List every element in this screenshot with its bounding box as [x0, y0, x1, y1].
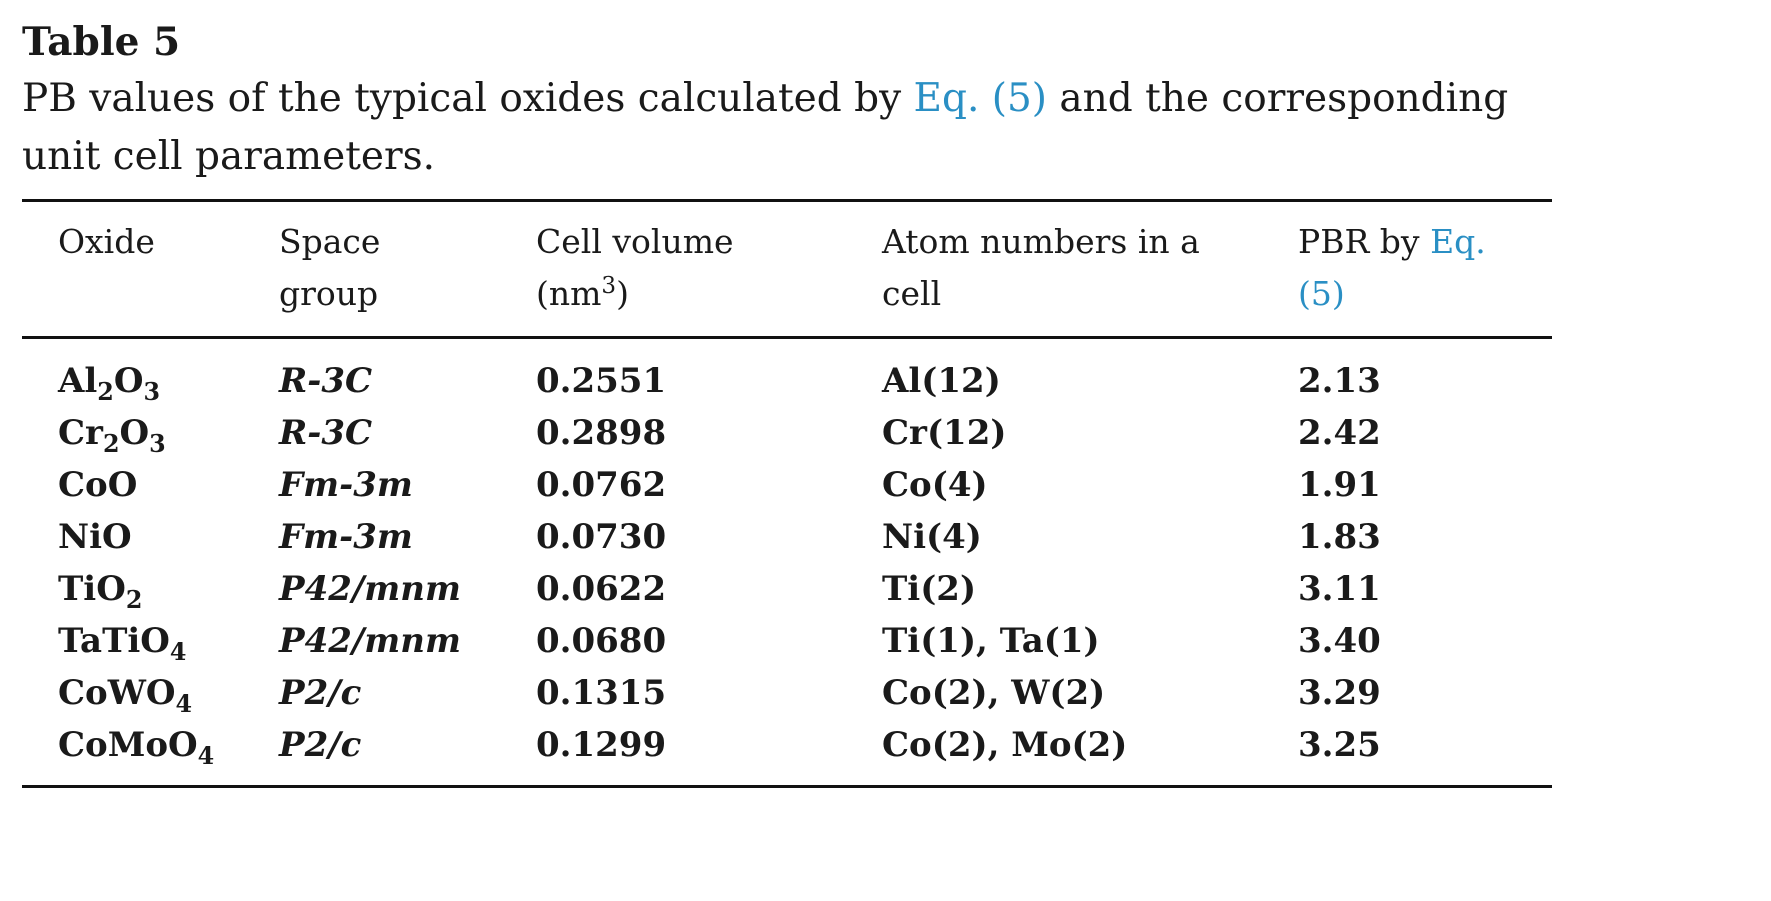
formula-subscript: 3 [149, 429, 166, 458]
formula-part: TiO [58, 569, 126, 609]
table-row: CoMoO4 P2/c 0.1299 Co(2), Mo(2) 3.25 [22, 719, 1552, 787]
formula-part: NiO [58, 517, 132, 557]
formula-part: CoMoO [58, 725, 198, 765]
cell-atom-numbers: Ni(4) [882, 517, 982, 557]
table-row: CoWO4 P2/c 0.1315 Co(2), W(2) 3.29 [22, 667, 1552, 719]
table-body: Al2O3 R-3C 0.2551 Al(12) 2.13 Cr2O3 R-3C 0.2898… [22, 338, 1552, 787]
formula-subscript: 4 [169, 637, 187, 666]
cell-atom-numbers: Co(4) [882, 465, 988, 505]
table-row: Cr2O3 R-3C 0.2898 Cr(12) 2.42 [22, 407, 1552, 459]
header-space-group-text: Space group [279, 222, 381, 313]
table-row: TaTiO4 P42/mnm 0.0680 Ti(1), Ta(1) 3.40 [22, 615, 1552, 667]
cell-atom-numbers: Cr(12) [882, 413, 1007, 453]
header-oxide: Oxide [58, 222, 155, 261]
formula-subscript: 2 [125, 585, 143, 614]
table-row: TiO2 P42/mnm 0.0622 Ti(2) 3.11 [22, 563, 1552, 615]
header-pbr-link[interactable]: Eq. (5) [1298, 222, 1486, 313]
cell-atom-numbers: Ti(1), Ta(1) [882, 621, 1100, 661]
cell-oxide: CoMoO4 [22, 719, 279, 787]
formula-subscript: 4 [175, 689, 193, 718]
cell-atom-numbers: Co(2), W(2) [882, 673, 1106, 713]
header-pbr-text: PBR by [1298, 222, 1431, 261]
cell-oxide: Cr2O3 [22, 407, 279, 459]
cell-volume: 0.0762 [536, 465, 667, 505]
header-cell-volume-text: Cell volume (nm [536, 222, 734, 313]
formula-part: Cr [58, 413, 103, 453]
header-cell-volume-sup: 3 [601, 273, 617, 299]
header-cell-volume-close: ) [616, 274, 629, 313]
cell-volume: 0.0680 [536, 621, 667, 661]
equation-link[interactable]: Eq. (5) [913, 76, 1047, 121]
cell-oxide: Al2O3 [22, 338, 279, 408]
header-atom-numbers-text: Atom numbers in a cell [882, 222, 1200, 313]
cell-oxide: TaTiO4 [22, 615, 279, 667]
cell-oxide: CoWO4 [22, 667, 279, 719]
cell-pbr: 3.11 [1298, 569, 1381, 609]
cell-atom-numbers: Al(12) [882, 361, 1001, 401]
cell-oxide: CoO [22, 459, 279, 511]
formula-subscript: 2 [102, 429, 120, 458]
data-table: Oxide Space group Cell volume (nm3) Atom… [22, 199, 1552, 788]
cell-pbr: 2.42 [1298, 413, 1381, 453]
caption-text-end: and the corresponding unit cell paramete… [22, 76, 1509, 179]
formula-part: O [113, 361, 144, 401]
cell-pbr: 3.25 [1298, 725, 1381, 765]
header-space-group: Space group [279, 201, 536, 338]
cell-pbr: 3.40 [1298, 621, 1381, 661]
header-row: Oxide Space group Cell volume (nm3) Atom… [22, 200, 1552, 338]
cell-atom-numbers: Co(2), Mo(2) [882, 725, 1128, 765]
table-row: NiO Fm-3m 0.0730 Ni(4) 1.83 [22, 511, 1552, 563]
formula-part: Al [58, 361, 98, 401]
cell-pbr: 1.91 [1298, 465, 1381, 505]
cell-oxide: NiO [22, 511, 279, 563]
header-atom-numbers: Atom numbers in a cell [882, 201, 1298, 338]
table-label: Table 5 [22, 19, 181, 65]
cell-space-group: P42/mnm [279, 621, 461, 661]
cell-space-group: R-3C [279, 413, 373, 453]
cell-space-group: P2/c [279, 725, 362, 765]
formula-part: CoO [58, 465, 138, 505]
cell-pbr: 2.13 [1298, 361, 1381, 401]
cell-volume: 0.0730 [536, 517, 667, 557]
cell-space-group: Fm-3m [279, 517, 413, 557]
formula-part: TaTiO [58, 621, 170, 661]
table-row: CoO Fm-3m 0.0762 Co(4) 1.91 [22, 459, 1552, 511]
cell-pbr: 1.83 [1298, 517, 1381, 557]
cell-volume: 0.0622 [536, 569, 667, 609]
cell-atom-numbers: Ti(2) [882, 569, 977, 609]
cell-volume: 0.2898 [536, 413, 667, 453]
table-caption: PB values of the typical oxides calculat… [22, 70, 1552, 186]
cell-pbr: 3.29 [1298, 673, 1381, 713]
caption-text: PB values of the typical oxides calculat… [22, 76, 914, 121]
formula-subscript: 2 [97, 377, 114, 406]
cell-volume: 0.2551 [536, 361, 667, 401]
header-pbr: PBR by Eq. (5) [1298, 201, 1552, 338]
cell-volume: 0.1299 [536, 725, 667, 765]
table-header: Oxide Space group Cell volume (nm3) Atom… [22, 200, 1552, 338]
formula-subscript: 4 [197, 741, 215, 770]
cell-oxide: TiO2 [22, 563, 279, 615]
formula-part: O [119, 413, 150, 453]
cell-space-group: P42/mnm [279, 569, 461, 609]
cell-volume: 0.1315 [536, 673, 667, 713]
cell-space-group: R-3C [279, 361, 373, 401]
cell-space-group: Fm-3m [279, 465, 413, 505]
header-cell-volume: Cell volume (nm3) [536, 201, 882, 338]
formula-subscript: 3 [143, 377, 161, 406]
formula-part: CoWO [58, 673, 176, 713]
table-row: Al2O3 R-3C 0.2551 Al(12) 2.13 [22, 338, 1552, 408]
table-block: Table 5 PB values of the typical oxides … [22, 14, 1552, 788]
cell-space-group: P2/c [279, 673, 362, 713]
